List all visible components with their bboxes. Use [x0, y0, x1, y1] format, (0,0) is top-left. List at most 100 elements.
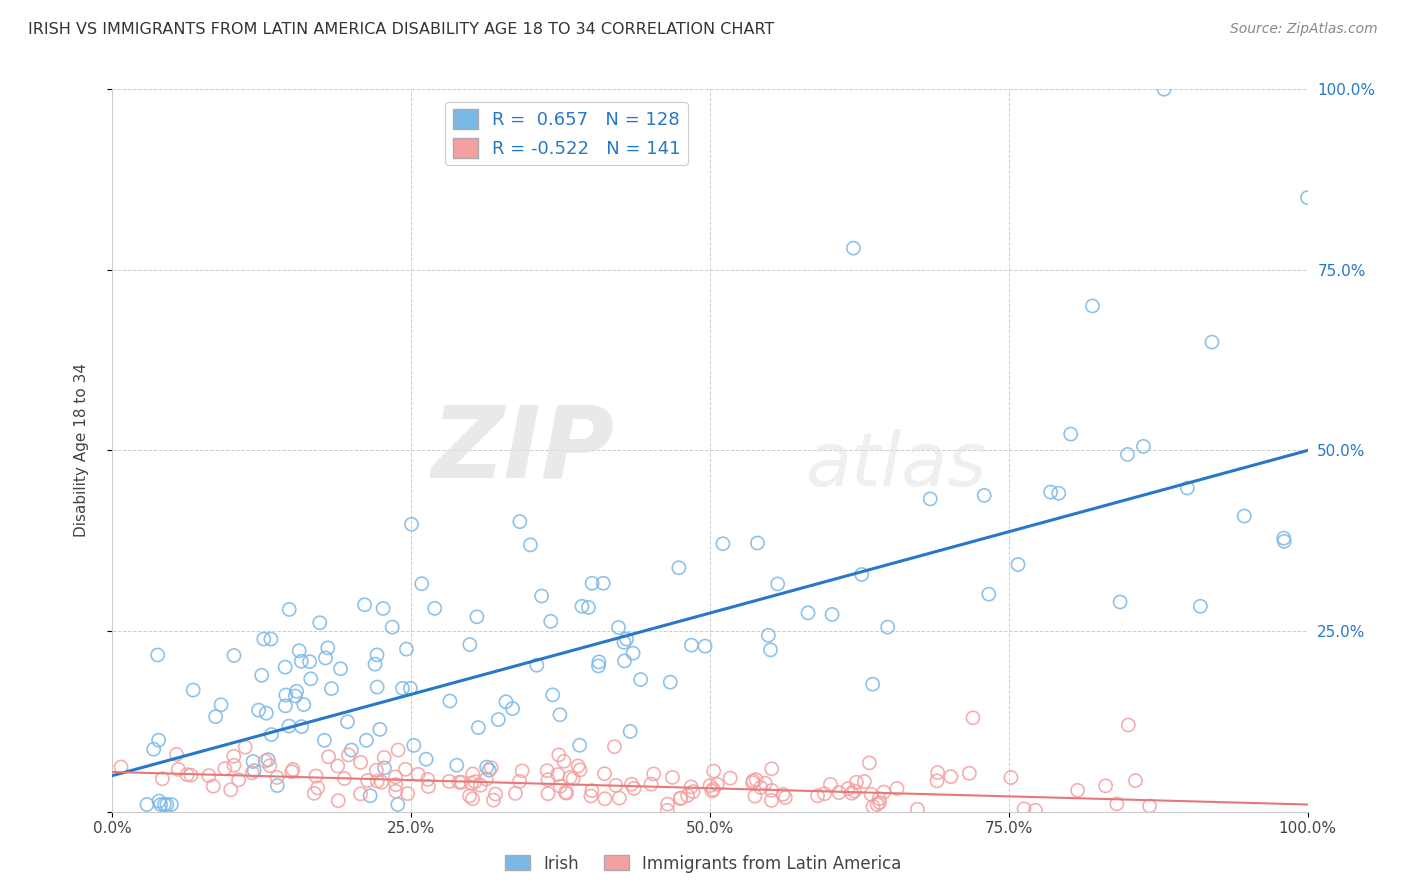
Point — [307, 780, 329, 795]
Point — [581, 576, 603, 591]
Point — [862, 799, 884, 814]
Point — [761, 762, 783, 776]
Point — [1024, 803, 1046, 817]
Point — [706, 777, 728, 791]
Point — [146, 648, 169, 662]
Point — [669, 791, 692, 805]
Point — [364, 657, 387, 672]
Point — [288, 644, 311, 658]
Point — [700, 784, 723, 798]
Point — [292, 698, 315, 712]
Point — [136, 797, 159, 812]
Point — [291, 720, 314, 734]
Point — [250, 668, 273, 682]
Point — [349, 756, 371, 770]
Point — [643, 767, 665, 781]
Point — [402, 739, 425, 753]
Point — [588, 659, 610, 673]
Point — [1132, 439, 1154, 453]
Point — [1233, 509, 1256, 524]
Point — [962, 711, 984, 725]
Point — [387, 743, 409, 757]
Point — [366, 774, 388, 789]
Point — [761, 783, 783, 797]
Point — [797, 606, 820, 620]
Point — [536, 764, 558, 778]
Point — [326, 759, 349, 773]
Point — [391, 681, 413, 696]
Point — [613, 654, 636, 668]
Point — [775, 790, 797, 805]
Point — [851, 567, 873, 582]
Text: ZIP: ZIP — [432, 402, 614, 499]
Point — [253, 632, 276, 646]
Point — [605, 778, 627, 792]
Point — [548, 779, 571, 793]
Point — [359, 789, 381, 803]
Point — [475, 760, 498, 774]
Point — [519, 538, 541, 552]
Point — [329, 662, 352, 676]
Point — [510, 764, 533, 778]
Point — [806, 789, 828, 803]
Point — [353, 598, 375, 612]
Point — [1118, 718, 1140, 732]
Point — [321, 681, 343, 696]
Point — [318, 749, 340, 764]
Point — [619, 724, 641, 739]
Point — [1000, 771, 1022, 785]
Point — [866, 797, 889, 812]
Point — [304, 786, 326, 800]
Point — [579, 789, 602, 803]
Point — [1139, 799, 1161, 814]
Point — [336, 714, 359, 729]
Point — [613, 635, 636, 649]
Point — [869, 796, 891, 810]
Point — [567, 759, 589, 773]
Point — [274, 688, 297, 702]
Point — [747, 536, 769, 550]
Point — [458, 789, 481, 803]
Point — [759, 643, 782, 657]
Point — [820, 777, 842, 791]
Text: Source: ZipAtlas.com: Source: ZipAtlas.com — [1230, 22, 1378, 37]
Point — [1094, 779, 1116, 793]
Point — [509, 774, 531, 789]
Point — [609, 791, 631, 805]
Point — [920, 491, 942, 506]
Point — [214, 762, 236, 776]
Point — [1047, 486, 1070, 500]
Point — [1272, 531, 1295, 545]
Point — [681, 780, 703, 794]
Point — [1060, 427, 1083, 442]
Point — [841, 786, 863, 800]
Point — [581, 783, 603, 797]
Point — [868, 791, 890, 805]
Point — [718, 771, 741, 785]
Point — [461, 791, 484, 805]
Point — [858, 756, 880, 770]
Point — [356, 733, 378, 747]
Point — [711, 537, 734, 551]
Point — [406, 767, 429, 781]
Point — [278, 719, 301, 733]
Text: atlas: atlas — [806, 429, 987, 501]
Point — [411, 576, 433, 591]
Point — [371, 601, 394, 615]
Point — [484, 787, 506, 801]
Point — [446, 758, 468, 772]
Point — [366, 648, 388, 662]
Point — [366, 763, 388, 777]
Point — [1201, 334, 1223, 349]
Point — [754, 776, 776, 790]
Point — [1066, 783, 1088, 797]
Point — [741, 775, 763, 789]
Point — [148, 733, 170, 747]
Legend: R =  0.657   N = 128, R = -0.522   N = 141: R = 0.657 N = 128, R = -0.522 N = 141 — [446, 102, 688, 165]
Point — [278, 602, 301, 616]
Point — [349, 787, 371, 801]
Point — [957, 766, 980, 780]
Point — [973, 488, 995, 502]
Point — [366, 680, 388, 694]
Point — [266, 779, 288, 793]
